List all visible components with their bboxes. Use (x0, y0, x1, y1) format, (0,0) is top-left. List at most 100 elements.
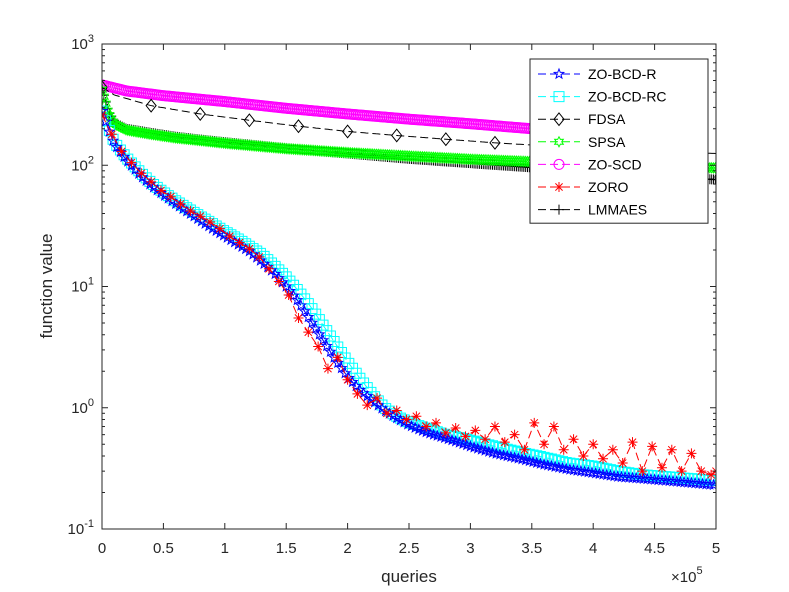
data-point (286, 103, 298, 115)
data-point (437, 116, 449, 128)
data-point (335, 346, 347, 358)
x-exponent-label: ×105 (671, 565, 703, 586)
data-point (265, 101, 277, 113)
y-tick-exponent: 0 (88, 397, 94, 409)
data-point (530, 456, 543, 469)
data-point (292, 119, 305, 134)
data-point (216, 95, 228, 107)
data-point (503, 121, 515, 133)
data-point (420, 425, 433, 438)
data-point (710, 174, 716, 185)
data-point (120, 85, 132, 97)
data-point (294, 299, 308, 311)
data-point (400, 113, 412, 125)
data-point (264, 263, 275, 274)
data-point (489, 135, 501, 150)
data-point (302, 310, 315, 323)
legend-entry: LMMAES (538, 202, 647, 218)
data-point (358, 109, 370, 121)
data-point (234, 237, 245, 248)
legend-marker (553, 91, 565, 103)
data-point (539, 439, 550, 450)
data-point (256, 100, 268, 112)
data-point (666, 444, 677, 455)
data-point (229, 97, 241, 109)
data-point (611, 470, 624, 482)
data-point (652, 473, 665, 486)
data-point (122, 85, 134, 97)
data-point (356, 109, 368, 121)
data-point (549, 460, 562, 472)
legend-marker (553, 135, 565, 148)
data-point (475, 443, 488, 455)
data-point (236, 98, 248, 109)
data-point (225, 96, 237, 108)
data-point (385, 112, 397, 124)
data-point (160, 90, 172, 102)
data-point (514, 122, 526, 134)
data-point (409, 421, 422, 433)
series-zo-bcd-r (102, 104, 716, 491)
legend-entry: ZORO (538, 179, 629, 195)
data-point (378, 111, 390, 123)
data-point (663, 474, 676, 487)
data-point (345, 108, 357, 120)
data-point (106, 134, 120, 147)
data-point (316, 333, 330, 346)
data-point (412, 422, 425, 435)
data-point (181, 92, 193, 104)
data-point (617, 458, 628, 469)
data-point (289, 103, 301, 115)
data-point (508, 451, 521, 463)
data-point (312, 105, 324, 117)
data-point (372, 111, 384, 122)
data-point (342, 374, 353, 385)
data-point (190, 93, 202, 105)
data-point (394, 112, 406, 124)
data-point (124, 85, 136, 97)
data-point (271, 101, 283, 113)
data-point (585, 466, 599, 478)
data-point (326, 107, 338, 118)
data-point (303, 327, 314, 338)
data-point (267, 101, 279, 113)
data-point (423, 426, 436, 439)
data-point (696, 477, 709, 490)
legend-label: ZORO (588, 179, 629, 195)
data-point (188, 93, 200, 105)
data-point (509, 429, 520, 440)
data-point (361, 382, 373, 394)
data-point (471, 442, 484, 454)
data-point (283, 290, 294, 301)
data-point (534, 451, 546, 463)
data-point (165, 191, 176, 202)
data-point (435, 116, 447, 127)
data-point (567, 463, 580, 476)
data-point (127, 86, 139, 98)
data-point (369, 110, 381, 122)
data-point (367, 110, 379, 122)
data-point (480, 434, 491, 445)
y-axis-label: function value (37, 234, 56, 339)
data-point (321, 106, 333, 118)
x-exponent-base: ×10 (671, 569, 696, 586)
data-point (440, 116, 452, 128)
data-point (102, 80, 108, 95)
y-tick-base: 10 (71, 36, 88, 53)
data-point (398, 113, 410, 125)
data-point (103, 124, 115, 136)
data-point (655, 473, 669, 486)
data-point (482, 445, 495, 457)
data-point (486, 446, 499, 458)
data-point (396, 113, 408, 124)
data-point (214, 223, 225, 234)
data-point (207, 94, 219, 106)
x-tick-label: 1 (221, 540, 229, 557)
data-point (483, 119, 495, 131)
data-point (192, 93, 204, 105)
data-point (347, 108, 359, 120)
data-point (604, 469, 617, 481)
data-point (157, 90, 169, 101)
legend-marker (553, 158, 565, 170)
data-point (588, 439, 599, 450)
